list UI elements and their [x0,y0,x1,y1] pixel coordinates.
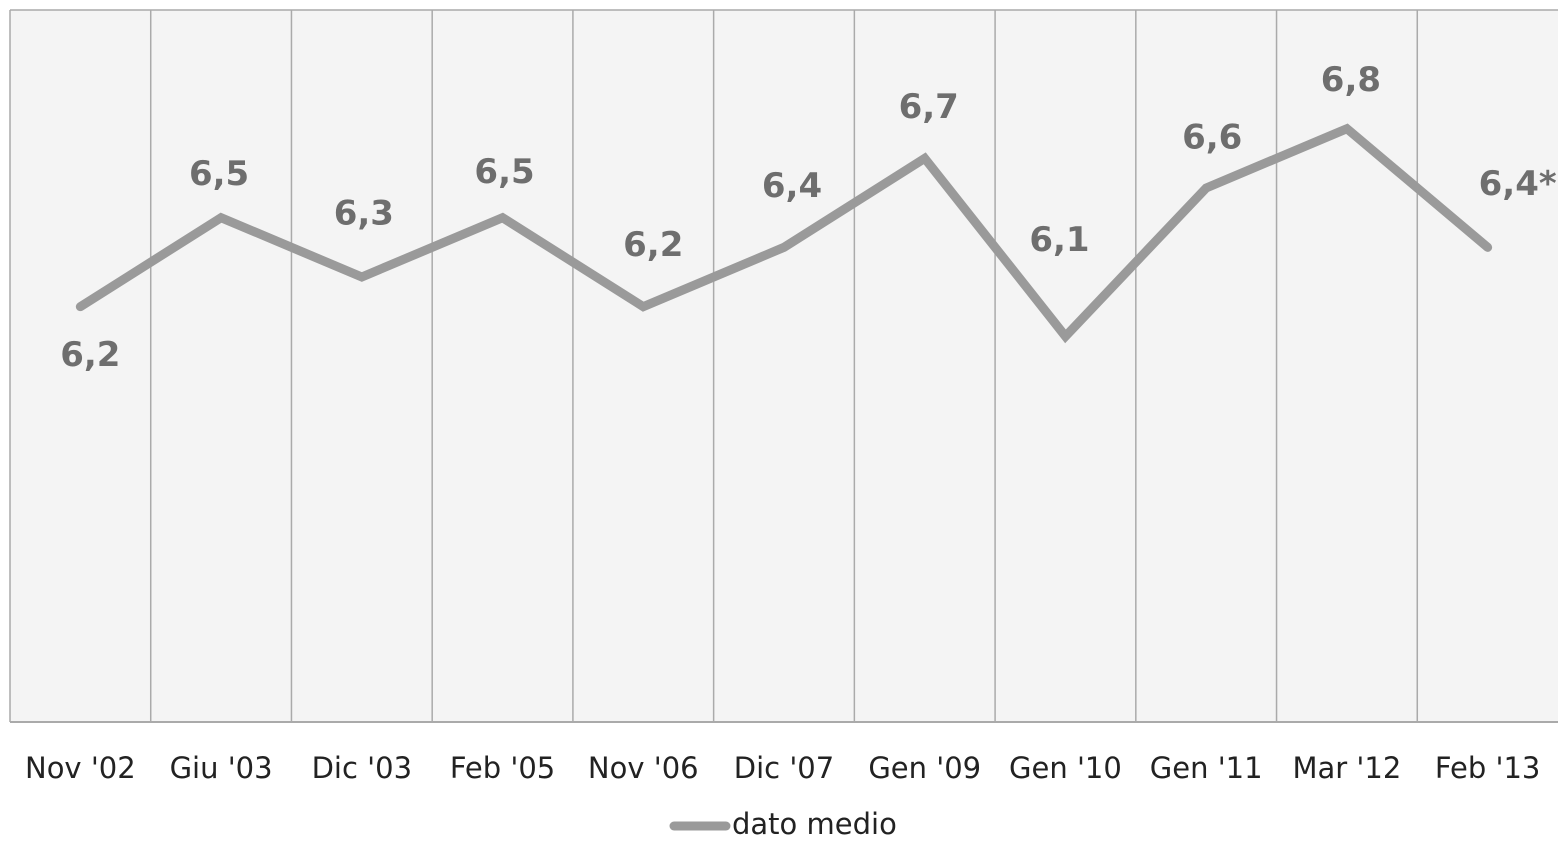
x-tick-label: Gen '09 [868,751,981,785]
data-label: 6,5 [189,154,249,194]
x-tick-label: Nov '02 [25,751,136,785]
data-label: 6,7 [899,87,959,127]
data-label: 6,4 [762,166,822,206]
x-tick-label: Dic '07 [734,751,834,785]
x-tick-label: Nov '06 [588,751,699,785]
legend-label: dato medio [732,807,897,841]
x-tick-label: Feb '13 [1435,751,1540,785]
x-tick-label: Gen '10 [1009,751,1122,785]
data-label: 6,1 [1029,220,1089,260]
x-tick-label: Feb '05 [450,751,555,785]
x-tick-label: Dic '03 [312,751,412,785]
data-label: 6,6 [1182,118,1242,158]
data-label: 6,4* [1479,164,1557,204]
data-label: 6,2 [623,225,683,265]
data-label: 6,5 [474,152,534,192]
x-tick-label: Gen '11 [1150,751,1263,785]
data-label: 6,3 [334,194,394,234]
x-tick-label: Mar '12 [1293,751,1402,785]
data-label: 6,8 [1321,60,1381,100]
data-line [75,123,1493,344]
plot-area [10,10,1558,722]
x-tick-label: Giu '03 [170,751,273,785]
data-label: 6,2 [60,335,120,375]
